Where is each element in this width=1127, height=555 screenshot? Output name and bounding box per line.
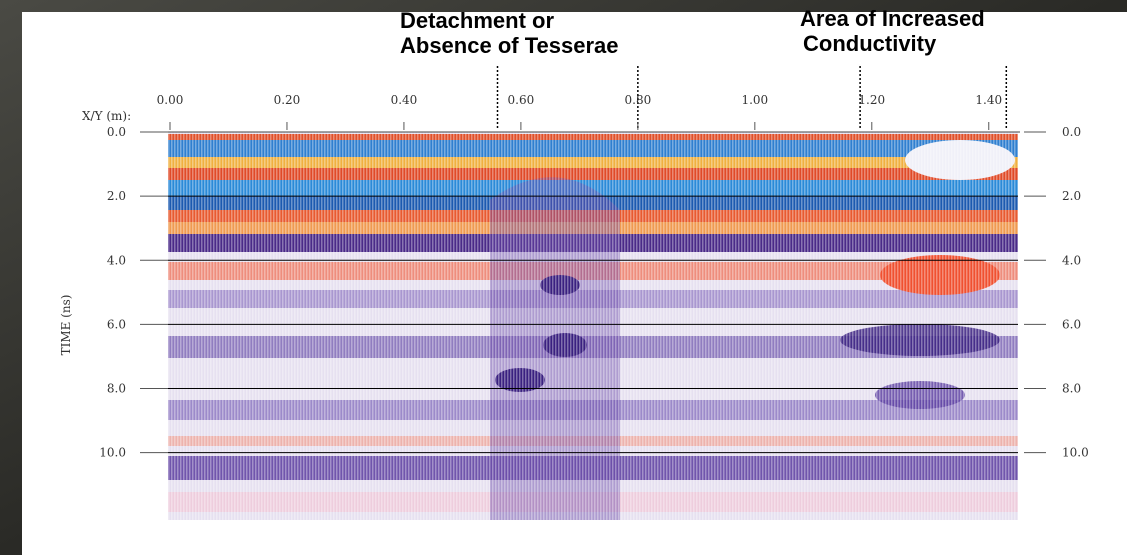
x-tick-label: 1.00: [741, 93, 768, 107]
y-tick-label: 0.0: [107, 125, 126, 139]
annotation: Area of Increased: [800, 6, 985, 31]
y-tick-label-right: 8.0: [1062, 382, 1081, 396]
x-axis-label: X/Y (m):: [82, 109, 131, 123]
y-tick-label: 4.0: [107, 253, 126, 267]
y-tick-label: 10.0: [99, 446, 126, 460]
y-axis-label: TIME (ns): [59, 295, 73, 356]
annotation: Conductivity: [803, 31, 937, 56]
x-tick-label: 0.20: [274, 93, 301, 107]
x-tick-label: 0.80: [625, 93, 652, 107]
y-tick-label-right: 0.0: [1062, 125, 1081, 139]
x-tick-label: 0.60: [508, 93, 535, 107]
x-tick-label: 0.40: [391, 93, 418, 107]
annotation: Detachment or: [400, 8, 554, 33]
annotation: Absence of Tesserae: [400, 33, 618, 58]
x-tick-label: 1.40: [975, 93, 1002, 107]
x-tick-label: 0.00: [157, 93, 184, 107]
y-tick-label: 8.0: [107, 382, 126, 396]
y-tick-label-right: 10.0: [1062, 446, 1089, 460]
panel-edge: [1089, 12, 1127, 555]
y-tick-label: 2.0: [107, 189, 126, 203]
y-tick-label: 6.0: [107, 317, 126, 331]
y-tick-label-right: 6.0: [1062, 317, 1081, 331]
y-tick-label-right: 2.0: [1062, 189, 1081, 203]
radargram-image: [168, 132, 1018, 521]
x-tick-label: 1.20: [858, 93, 885, 107]
y-tick-label-right: 4.0: [1062, 253, 1081, 267]
